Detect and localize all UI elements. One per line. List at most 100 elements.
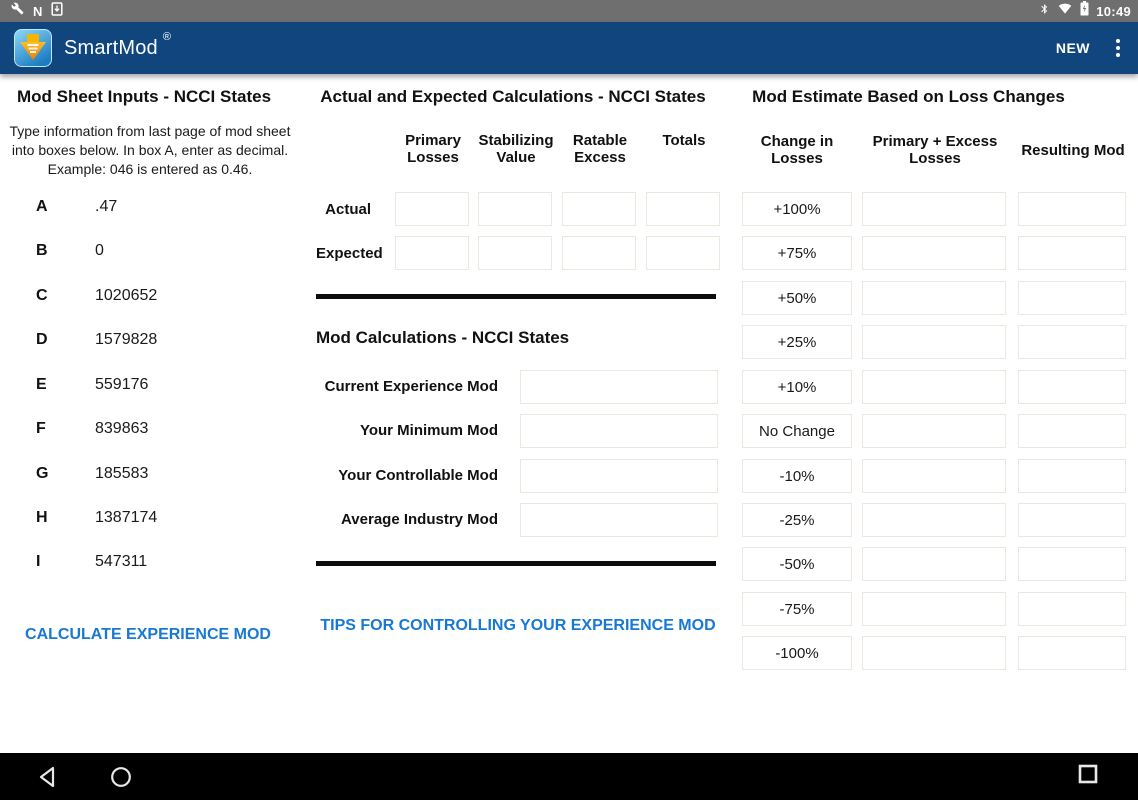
input-label: B [36,242,48,259]
input-value-field[interactable]: .47 [95,198,118,215]
left-panel-title: Mod Sheet Inputs - NCCI States [16,87,272,106]
primary-excess-losses-field[interactable] [862,236,1006,270]
primary-excess-losses-field[interactable] [862,414,1006,448]
resulting-mod-field[interactable] [1018,236,1126,270]
back-icon[interactable] [36,766,60,788]
input-row-i: I 547311 [0,553,300,575]
status-bar: N 10:49 [0,0,1138,22]
expected-row-label: Expected [316,245,383,262]
right-panel-title: Mod Estimate Based on Loss Changes [752,87,1065,106]
registered-trademark: ® [162,30,172,43]
change-label-box: +10% [742,370,852,404]
resulting-mod-field[interactable] [1018,503,1126,537]
current-experience-mod-field[interactable] [520,370,718,404]
status-bar-right: 10:49 [1039,1,1138,21]
input-label: C [36,287,48,304]
change-label-box: +50% [742,281,852,315]
change-label-box: -10% [742,459,852,493]
app-bar: SmartMod ® NEW [0,22,1138,74]
expected-primary-losses-field[interactable] [395,236,469,270]
primary-excess-losses-field[interactable] [862,370,1006,404]
your-controllable-mod-label: Your Controllable Mod [338,467,498,484]
resulting-mod-field[interactable] [1018,592,1126,626]
expected-totals-field[interactable] [646,236,720,270]
input-value-field[interactable]: 1020652 [95,287,158,304]
input-value-field[interactable]: 1387174 [95,509,158,526]
middle-panel-title: Actual and Expected Calculations - NCCI … [320,87,706,106]
new-button[interactable]: NEW [1055,40,1090,56]
actual-primary-losses-field[interactable] [395,192,469,226]
app-title: SmartMod ® [64,30,172,59]
overflow-menu-icon[interactable] [1112,35,1124,61]
wifi-icon [1057,2,1073,20]
actual-expected-column-headers: Primary Losses Stabilizing Value Ratable… [316,132,720,172]
average-industry-mod-field[interactable] [520,503,718,537]
current-experience-mod-label: Current Experience Mod [324,378,498,395]
actual-row-label: Actual [325,201,371,218]
status-bar-left: N [0,1,63,21]
primary-excess-losses-field[interactable] [862,636,1006,670]
primary-excess-losses-field[interactable] [862,592,1006,626]
input-row-e: E 559176 [0,376,300,398]
input-value-field[interactable]: 839863 [95,420,149,437]
actual-ratable-excess-field[interactable] [562,192,636,226]
average-industry-mod-label: Average Industry Mod [341,511,498,528]
mod-calculations-title: Mod Calculations - NCCI States [316,328,570,347]
resulting-mod-field[interactable] [1018,192,1126,226]
col-header-totals: Totals [662,132,706,149]
resulting-mod-field[interactable] [1018,281,1126,315]
input-value-field[interactable]: 0 [95,242,104,259]
home-icon[interactable] [110,766,132,788]
primary-excess-losses-field[interactable] [862,547,1006,581]
input-row-a: A .47 [0,198,300,220]
primary-excess-losses-field[interactable] [862,459,1006,493]
primary-excess-losses-field[interactable] [862,503,1006,537]
mod-sheet-inputs-panel: Mod Sheet Inputs - NCCI States Type info… [0,74,300,753]
change-label-box: -100% [742,636,852,670]
input-value-field[interactable]: 185583 [95,465,149,482]
col-header-stabilizing-value: Stabilizing Value [478,132,554,166]
input-value-field[interactable]: 559176 [95,376,149,393]
your-minimum-mod-field[interactable] [520,414,718,448]
expected-stabilizing-value-field[interactable] [478,236,552,270]
resulting-mod-field[interactable] [1018,325,1126,359]
resulting-mod-field[interactable] [1018,636,1126,670]
resulting-mod-field[interactable] [1018,370,1126,404]
primary-excess-losses-field[interactable] [862,281,1006,315]
tips-for-controlling-mod-link[interactable]: TIPS FOR CONTROLLING YOUR EXPERIENCE MOD [320,617,716,634]
input-label: A [36,198,48,215]
change-label-box: +75% [742,236,852,270]
mod-estimate-panel: Mod Estimate Based on Loss Changes Chang… [736,74,1128,753]
actual-stabilizing-value-field[interactable] [478,192,552,226]
change-label-box: No Change [742,414,852,448]
input-instructions: Type information from last page of mod s… [9,123,291,177]
input-row-c: C 1020652 [0,287,300,309]
input-value-field[interactable]: 547311 [95,553,148,570]
calculate-experience-mod-button[interactable]: CALCULATE EXPERIENCE MOD [25,626,271,643]
android-navigation-bar [0,753,1138,800]
input-row-f: F 839863 [0,420,300,442]
input-label: D [36,331,48,348]
recents-icon[interactable] [1078,764,1098,784]
resulting-mod-field[interactable] [1018,547,1126,581]
input-value-field[interactable]: 1579828 [95,331,158,348]
mod-estimate-column-headers: Change in Losses Primary + Excess Losses… [736,129,1128,171]
actual-totals-field[interactable] [646,192,720,226]
input-label: G [36,465,49,482]
change-label-box: -75% [742,592,852,626]
input-label: H [36,509,48,526]
col-header-ratable-excess: Ratable Excess [572,132,628,166]
primary-excess-losses-field[interactable] [862,192,1006,226]
actual-expected-panel: Actual and Expected Calculations - NCCI … [316,74,720,753]
input-row-g: G 185583 [0,465,300,487]
expected-ratable-excess-field[interactable] [562,236,636,270]
resulting-mod-field[interactable] [1018,414,1126,448]
primary-excess-losses-field[interactable] [862,325,1006,359]
your-controllable-mod-field[interactable] [520,459,718,493]
status-clock: 10:49 [1096,3,1131,19]
input-row-h: H 1387174 [0,509,300,531]
input-row-b: B 0 [0,242,300,264]
resulting-mod-field[interactable] [1018,459,1126,493]
change-label-box: -25% [742,503,852,537]
